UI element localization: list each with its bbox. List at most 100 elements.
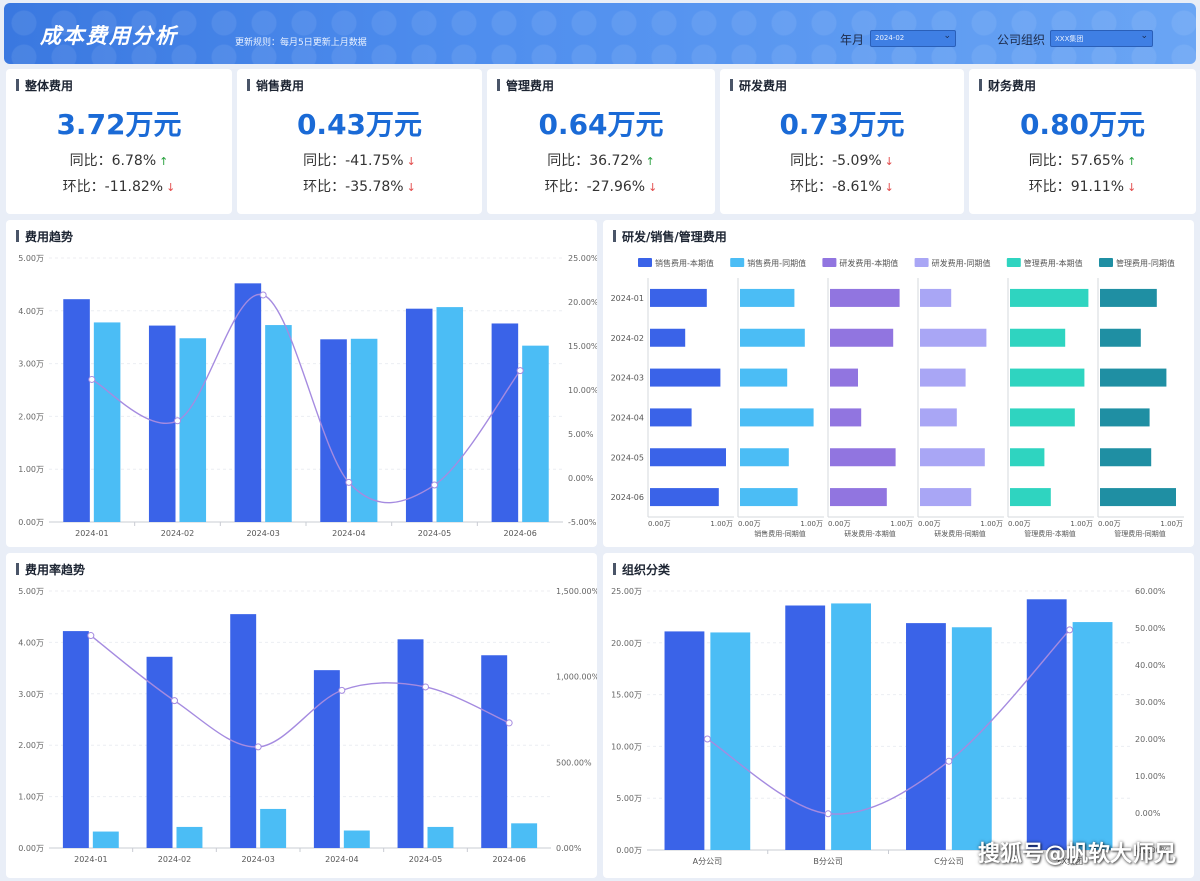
legend-swatch bbox=[1006, 258, 1021, 267]
y-tick-label: 2.00万 bbox=[18, 741, 44, 750]
legend-label: 管理费用-本期值 bbox=[1024, 258, 1083, 268]
kpi-card: 财务费用 0.80万元 同比：57.65% ↑ 环比：91.11% ↓ bbox=[969, 69, 1196, 214]
x-tick-label: 1.00万 bbox=[980, 520, 1003, 528]
rate-title: 费用率趋势 bbox=[16, 561, 85, 578]
kpi-yoy-label: 同比： bbox=[303, 153, 346, 169]
y2-tick-label: 1,500.00% bbox=[556, 587, 597, 596]
x-tick-label: 2024-04 bbox=[325, 855, 358, 864]
kpi-value: 3.72万元 bbox=[56, 108, 182, 141]
bar-current bbox=[62, 631, 89, 848]
bar-current bbox=[230, 614, 257, 848]
bar-current bbox=[481, 655, 508, 848]
org-select[interactable]: XXX集团 ⌄ bbox=[1050, 30, 1153, 47]
bar bbox=[1100, 368, 1167, 387]
bar-prior bbox=[343, 830, 370, 848]
year-month-select[interactable]: 2024-02 ⌄ bbox=[870, 30, 956, 47]
line-point bbox=[945, 757, 953, 765]
kpi-mom-value: -35.78% bbox=[345, 179, 404, 195]
bar-prior bbox=[831, 603, 871, 850]
y-tick-label: 0.00万 bbox=[616, 846, 642, 855]
kpi-mom-value: -27.96% bbox=[586, 179, 646, 195]
bar bbox=[920, 288, 952, 307]
kpi-yoy-label: 同比： bbox=[547, 153, 590, 169]
x-tick-label: 2024-05 bbox=[418, 529, 451, 538]
kpi-yoy-value: 57.65% bbox=[1070, 153, 1125, 169]
bar bbox=[1010, 408, 1075, 427]
bar bbox=[740, 408, 814, 427]
x-tick-label: 2024-02 bbox=[158, 855, 191, 864]
bar-prior bbox=[265, 325, 292, 522]
legend-label: 研发费用-本期值 bbox=[839, 258, 898, 268]
line-point bbox=[171, 697, 178, 705]
bar bbox=[740, 368, 788, 387]
x-tick-label: B分公司 bbox=[813, 857, 843, 866]
x-tick-label: 2024-06 bbox=[492, 855, 525, 864]
y-tick-label: 3.00万 bbox=[18, 690, 44, 699]
y-tick-label: 2024-05 bbox=[611, 453, 644, 462]
kpi-mom-label: 环比： bbox=[790, 179, 833, 195]
arrow-up-icon: ↑ bbox=[1127, 155, 1137, 168]
y2-tick-label: 50.00% bbox=[1135, 624, 1166, 633]
bar bbox=[1100, 288, 1157, 307]
update-note: 更新规则：每月5日更新上月数据 bbox=[235, 38, 367, 48]
bar-prior bbox=[176, 826, 203, 848]
kpi-mom-row: 环比：-8.61% ↓ bbox=[720, 176, 964, 196]
bar-current bbox=[313, 670, 340, 848]
bar-prior bbox=[951, 627, 992, 850]
x-tick-label: A分公司 bbox=[693, 857, 722, 866]
line-point bbox=[422, 683, 429, 691]
kpi-mom-label: 环比： bbox=[62, 179, 105, 195]
line-point bbox=[174, 417, 181, 425]
bar-prior bbox=[436, 307, 464, 522]
bar-prior bbox=[511, 823, 538, 848]
kpi-mom-value: -11.82% bbox=[104, 179, 164, 195]
kpi-title: 财务费用 bbox=[979, 77, 1036, 94]
line-point bbox=[87, 632, 95, 640]
y2-tick-label: 10.00% bbox=[1135, 772, 1166, 781]
bar bbox=[650, 448, 726, 467]
kpi-title: 管理费用 bbox=[497, 77, 554, 94]
line-point bbox=[1066, 626, 1074, 634]
bar bbox=[830, 288, 900, 307]
kpi-card: 研发费用 0.73万元 同比：-5.09% ↓ 环比：-8.61% ↓ bbox=[720, 69, 964, 214]
y2-tick-label: 0.00% bbox=[1135, 809, 1161, 818]
y-tick-label: 20.00万 bbox=[611, 639, 642, 648]
bar-current bbox=[906, 623, 946, 850]
bar-prior bbox=[179, 338, 207, 522]
kpi-mom-value: 91.11% bbox=[1070, 179, 1125, 195]
y2-tick-label: 15.00% bbox=[568, 342, 597, 351]
bar bbox=[920, 328, 987, 347]
kpi-card: 管理费用 0.64万元 同比：36.72% ↑ 环比：-27.96% ↓ bbox=[487, 69, 715, 214]
line-point bbox=[824, 810, 832, 818]
kpi-mom-row: 环比：-27.96% ↓ bbox=[487, 176, 715, 196]
bar bbox=[830, 408, 862, 427]
x-tick-label: 2024-04 bbox=[332, 529, 365, 538]
kpi-mom-row: 环比：-11.82% ↓ bbox=[6, 176, 232, 196]
arrow-down-icon: ↓ bbox=[1127, 181, 1137, 194]
line-point bbox=[505, 719, 513, 727]
bar bbox=[920, 408, 957, 427]
legend-label: 销售费用-本期值 bbox=[655, 258, 714, 268]
kpi-mom-label: 环比： bbox=[1028, 179, 1071, 195]
org-card: 组织分类 0.00万 5.00万 10.00万 15.00万 20.00万 25.00万 -… bbox=[603, 553, 1194, 878]
bar bbox=[740, 288, 795, 307]
bar-current bbox=[405, 308, 433, 522]
line-series bbox=[90, 634, 510, 748]
kpi-card: 整体费用 3.72万元 同比：6.78% ↑ 环比：-11.82% ↓ bbox=[6, 69, 232, 214]
kpi-yoy-label: 同比： bbox=[69, 153, 112, 169]
y2-tick-label: 10.00% bbox=[568, 386, 597, 395]
legend-swatch bbox=[638, 258, 652, 267]
year-month-value: 2024-02 bbox=[875, 34, 905, 42]
y-tick-label: 2024-03 bbox=[611, 374, 644, 383]
kpi-yoy-row: 同比：36.72% ↑ bbox=[487, 150, 715, 170]
panel-label: 销售费用-同期值 bbox=[754, 529, 806, 538]
bar-current bbox=[785, 605, 826, 850]
bar bbox=[650, 288, 707, 307]
trend-chart: 0.00万 1.00万 2.00万 3.00万 4.00万 5.00万 -5.00% 0.00… bbox=[18, 254, 597, 538]
bar bbox=[830, 328, 894, 347]
y2-tick-label: 1,000.00% bbox=[556, 673, 597, 682]
y-tick-label: 5.00万 bbox=[18, 587, 44, 596]
y-tick-label: 4.00万 bbox=[18, 307, 44, 316]
y2-tick-label: 20.00% bbox=[568, 298, 597, 307]
kpi-value: 0.64万元 bbox=[538, 108, 664, 141]
